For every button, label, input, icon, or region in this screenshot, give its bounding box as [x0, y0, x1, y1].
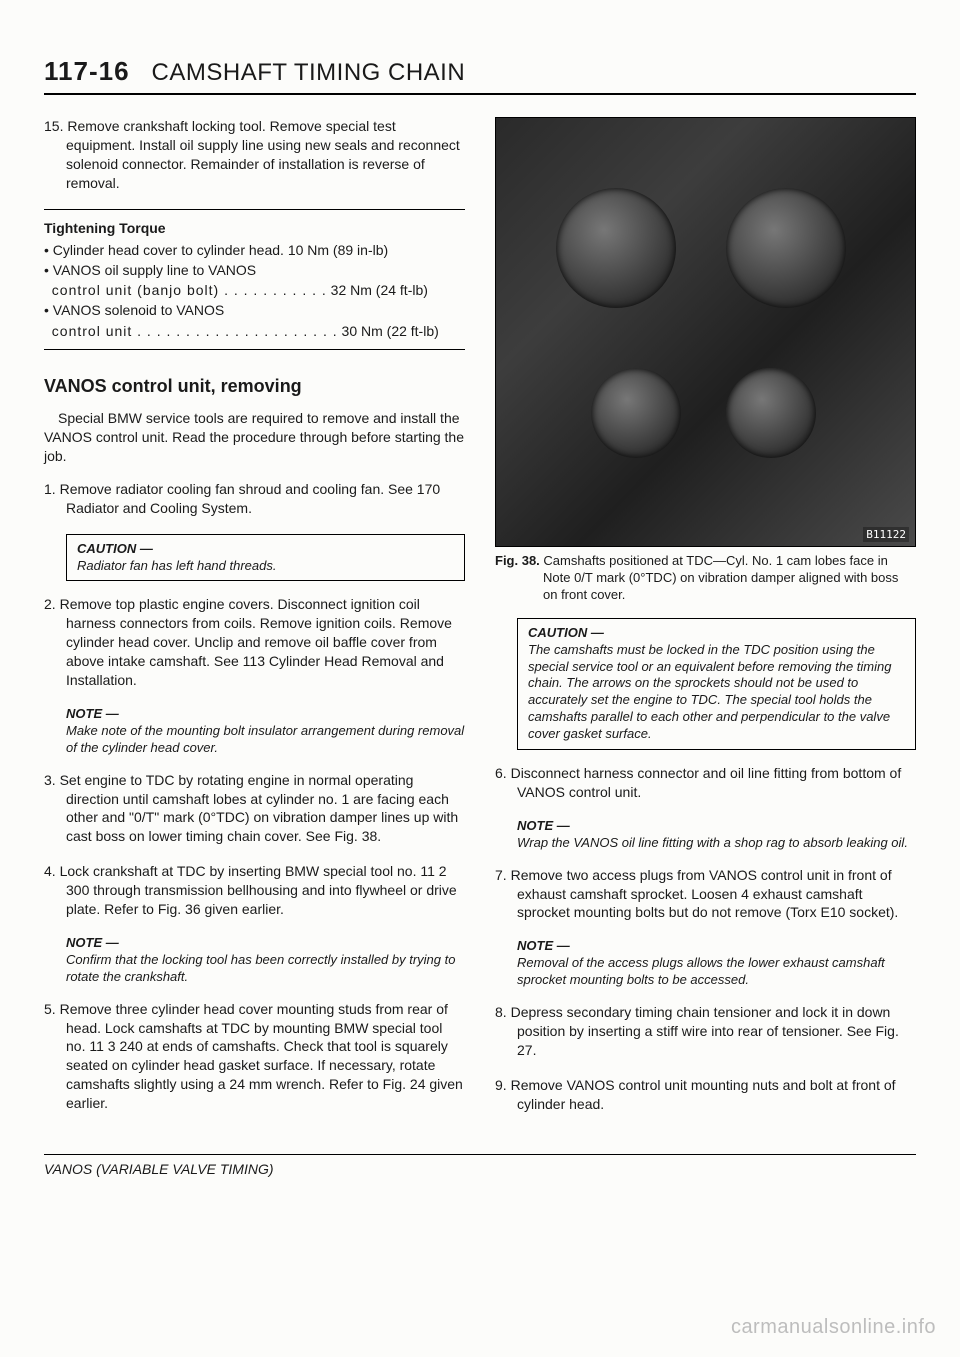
figure-caption-text: Camshafts positioned at TDC—Cyl. No. 1 c…	[543, 553, 887, 568]
torque-sub: control unit (banjo bolt) . . . . . . . …	[52, 282, 327, 298]
step-number: 15.	[44, 118, 63, 134]
step-15: 15. Remove crankshaft locking tool. Remo…	[44, 117, 465, 193]
note-block: NOTE — Make note of the mounting bolt in…	[66, 706, 465, 757]
step-1: 1. Remove radiator cooling fan shroud an…	[44, 480, 465, 518]
note-text: Confirm that the locking tool has been c…	[66, 952, 465, 986]
note-text: Removal of the access plugs allows the l…	[517, 955, 916, 989]
caution-text: The camshafts must be locked in the TDC …	[528, 642, 905, 743]
right-column: B11122 Fig. 38. Camshafts positioned at …	[495, 117, 916, 1130]
section-heading-vanos-removing: VANOS control unit, removing	[44, 376, 465, 397]
step-text: Lock crankshaft at TDC by inserting BMW …	[60, 863, 457, 917]
left-column: 15. Remove crankshaft locking tool. Remo…	[44, 117, 465, 1130]
gear-icon	[591, 368, 681, 458]
torque-label: • VANOS oil supply line to VANOS	[44, 262, 256, 278]
torque-label: • VANOS solenoid to VANOS	[44, 302, 224, 318]
note-text: Make note of the mounting bolt insulator…	[66, 723, 465, 757]
page-footer: VANOS (VARIABLE VALVE TIMING)	[44, 1154, 916, 1177]
torque-value: 10 Nm (89 in-lb)	[288, 242, 388, 258]
step-number: 6.	[495, 765, 507, 781]
step-text: Set engine to TDC by rotating engine in …	[60, 772, 459, 845]
note-title: NOTE —	[66, 706, 465, 721]
caution-text: Radiator fan has left hand threads.	[77, 558, 454, 575]
step-number: 2.	[44, 596, 56, 612]
step-number: 5.	[44, 1001, 56, 1017]
watermark: carmanualsonline.info	[731, 1316, 936, 1339]
caution-title: CAUTION —	[528, 625, 905, 640]
manual-page: 117-16 CAMSHAFT TIMING CHAIN 15. Remove …	[0, 0, 960, 1217]
step-5: 5. Remove three cylinder head cover moun…	[44, 1000, 465, 1113]
step-text: Remove two access plugs from VANOS contr…	[511, 867, 899, 921]
torque-sub: control unit . . . . . . . . . . . . . .…	[52, 323, 338, 339]
page-header: 117-16 CAMSHAFT TIMING CHAIN	[44, 56, 916, 95]
divider	[44, 209, 465, 210]
step-text: Remove VANOS control unit mounting nuts …	[511, 1077, 896, 1112]
note-title: NOTE —	[517, 818, 916, 833]
divider	[44, 349, 465, 350]
chapter-title: CAMSHAFT TIMING CHAIN	[152, 59, 466, 87]
step-9: 9. Remove VANOS control unit mounting nu…	[495, 1076, 916, 1114]
intro-paragraph: Special BMW service tools are required t…	[44, 409, 465, 466]
step-3: 3. Set engine to TDC by rotating engine …	[44, 771, 465, 847]
figure-caption-sub: Note 0/T mark (0°TDC) on vibration dampe…	[495, 570, 916, 604]
step-6: 6. Disconnect harness connector and oil …	[495, 764, 916, 802]
torque-list: • Cylinder head cover to cylinder head. …	[44, 240, 465, 341]
two-column-layout: 15. Remove crankshaft locking tool. Remo…	[44, 117, 916, 1130]
torque-item: • VANOS solenoid to VANOS control unit .…	[44, 300, 465, 341]
figure-38-caption: Fig. 38. Camshafts positioned at TDC—Cyl…	[495, 553, 916, 604]
caution-box: CAUTION — Radiator fan has left hand thr…	[66, 534, 465, 582]
torque-label: • Cylinder head cover to cylinder head.	[44, 242, 284, 258]
step-number: 9.	[495, 1077, 507, 1093]
note-title: NOTE —	[66, 935, 465, 950]
torque-item: • Cylinder head cover to cylinder head. …	[44, 240, 465, 260]
step-4: 4. Lock crankshaft at TDC by inserting B…	[44, 862, 465, 919]
step-text: Remove radiator cooling fan shroud and c…	[60, 481, 441, 516]
gear-icon	[726, 368, 816, 458]
caution-title: CAUTION —	[77, 541, 454, 556]
torque-item: • VANOS oil supply line to VANOS control…	[44, 260, 465, 301]
figure-38-image: B11122	[495, 117, 916, 547]
step-number: 1.	[44, 481, 56, 497]
step-number: 4.	[44, 863, 56, 879]
note-text: Wrap the VANOS oil line fitting with a s…	[517, 835, 916, 852]
torque-value: 32 Nm (24 ft-lb)	[331, 282, 428, 298]
step-text: Remove crankshaft locking tool. Remove s…	[66, 118, 460, 191]
step-number: 8.	[495, 1004, 507, 1020]
camshaft-sprocket-icon	[726, 188, 846, 308]
torque-title: Tightening Torque	[44, 220, 465, 236]
step-2: 2. Remove top plastic engine covers. Dis…	[44, 595, 465, 689]
note-title: NOTE —	[517, 938, 916, 953]
step-number: 3.	[44, 772, 56, 788]
torque-value: 30 Nm (22 ft-lb)	[342, 323, 439, 339]
camshaft-sprocket-icon	[556, 188, 676, 308]
step-7: 7. Remove two access plugs from VANOS co…	[495, 866, 916, 923]
step-text: Remove three cylinder head cover mountin…	[60, 1001, 463, 1111]
note-block: NOTE — Removal of the access plugs allow…	[517, 938, 916, 989]
note-block: NOTE — Confirm that the locking tool has…	[66, 935, 465, 986]
page-number: 117-16	[44, 56, 130, 87]
step-text: Remove top plastic engine covers. Discon…	[60, 596, 452, 688]
step-text: Disconnect harness connector and oil lin…	[511, 765, 902, 800]
step-text: Depress secondary timing chain tensioner…	[511, 1004, 899, 1058]
caution-box: CAUTION — The camshafts must be locked i…	[517, 618, 916, 750]
note-block: NOTE — Wrap the VANOS oil line fitting w…	[517, 818, 916, 852]
step-8: 8. Depress secondary timing chain tensio…	[495, 1003, 916, 1060]
figure-image-code: B11122	[863, 527, 909, 542]
figure-label: Fig. 38.	[495, 553, 540, 568]
step-number: 7.	[495, 867, 507, 883]
